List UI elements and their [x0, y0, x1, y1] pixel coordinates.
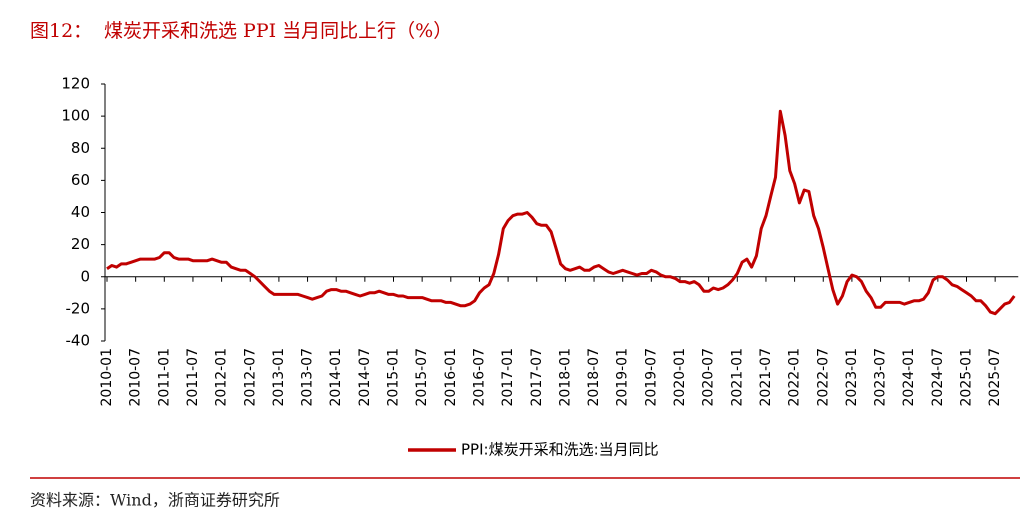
x-tick-label: 2011-07: [185, 348, 201, 407]
x-tick-label: 2019-07: [643, 348, 659, 407]
y-tick-label: 40: [71, 203, 90, 221]
x-tick-label: 2014-07: [357, 348, 373, 407]
y-tick-label: 80: [71, 139, 90, 157]
x-tick-label: 2024-07: [930, 348, 946, 407]
x-tick-label: 2017-01: [500, 348, 516, 407]
x-tick-label: 2024-01: [901, 348, 917, 407]
line-series: [106, 109, 1016, 316]
x-tick-label: 2017-07: [529, 348, 545, 407]
figure-label: 图12：: [30, 20, 92, 42]
y-tick-label: 60: [71, 171, 90, 189]
x-tick-label: 2025-01: [959, 348, 975, 407]
x-tick-label: 2023-07: [873, 348, 889, 407]
x-tick-label: 2018-01: [557, 348, 573, 407]
x-tick-label: 2019-01: [615, 348, 631, 407]
x-tick-label: 2025-07: [987, 348, 1003, 407]
x-tick-label: 2020-07: [701, 348, 717, 407]
x-tick-label: 2016-01: [443, 348, 459, 407]
y-tick-label: 20: [71, 235, 90, 253]
chart-title: 煤炭开采和洗选 PPI 当月同比上行（%）: [104, 20, 452, 42]
y-tick-label: -40: [66, 332, 91, 350]
x-tick-label: 2022-01: [787, 348, 803, 407]
x-tick-label: 2015-07: [414, 348, 430, 407]
x-tick-label: 2013-01: [271, 348, 287, 407]
x-tick-label: 2011-01: [156, 348, 172, 407]
x-tick-label: 2012-07: [242, 348, 258, 407]
x-tick-label: 2022-07: [815, 348, 831, 407]
y-tick-label: 120: [61, 75, 90, 93]
x-tick-label: 2010-01: [99, 348, 115, 407]
x-tick-label: 2020-01: [672, 348, 688, 407]
x-tick-label: 2016-07: [471, 348, 487, 407]
x-tick-label: 2023-01: [844, 348, 860, 407]
x-tick-label: 2013-07: [300, 348, 316, 407]
x-tick-label: 2021-01: [729, 348, 745, 407]
x-tick-label: 2015-01: [386, 348, 402, 407]
y-tick-label: 100: [61, 107, 90, 125]
x-tick-label: 2010-07: [128, 348, 144, 407]
x-tick-label: 2021-07: [758, 348, 774, 407]
x-tick-label: 2018-07: [586, 348, 602, 407]
source: 资料来源：Wind，浙商证券研究所: [30, 491, 280, 510]
y-tick-label: 0: [80, 267, 90, 285]
x-tick-label: 2012-01: [214, 348, 230, 407]
legend-label: PPI:煤炭开采和洗选:当月同比: [461, 441, 659, 459]
y-tick-label: -20: [66, 299, 91, 317]
x-tick-label: 2014-01: [328, 348, 344, 407]
